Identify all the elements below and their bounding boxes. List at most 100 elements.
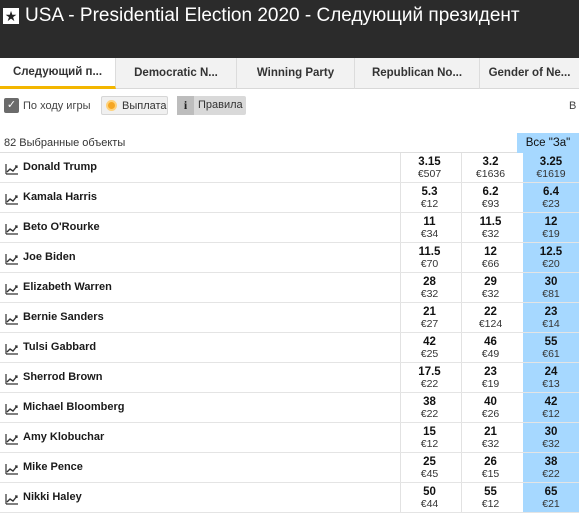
odds-value: 21: [484, 426, 497, 438]
back-price-cell[interactable]: 3.2 €1636: [461, 153, 519, 182]
chart-icon[interactable]: [5, 162, 19, 175]
chart-icon[interactable]: [5, 372, 19, 385]
edge-letter: В: [569, 100, 577, 112]
chart-icon[interactable]: [5, 252, 19, 265]
market-toolbar: ✓ По ходу игры Выплата i Правила В: [0, 96, 579, 118]
back-price-cell[interactable]: 50 €44: [400, 483, 458, 512]
back-price-best-cell[interactable]: 12 €19: [522, 213, 579, 242]
back-price-best-cell[interactable]: 65 €21: [522, 483, 579, 512]
runner-name[interactable]: Bernie Sanders: [23, 311, 104, 323]
odds-value: 28: [423, 276, 436, 288]
back-price-cell[interactable]: 42 €25: [400, 333, 458, 362]
back-price-cell[interactable]: 11.5 €70: [400, 243, 458, 272]
back-price-cell[interactable]: 46 €49: [461, 333, 519, 362]
odds-value: 40: [484, 396, 497, 408]
table-row: Joe Biden 11.5 €70 12 €66 12.5 €20: [0, 243, 579, 273]
back-price-best-cell[interactable]: 3.25 €1619: [522, 153, 579, 182]
back-price-cell[interactable]: 6.2 €93: [461, 183, 519, 212]
back-price-best-cell[interactable]: 23 €14: [522, 303, 579, 332]
chart-icon[interactable]: [5, 492, 19, 505]
tab-winning-party[interactable]: Winning Party: [237, 58, 355, 89]
tab-next-president[interactable]: Следующий п...: [0, 58, 116, 89]
inplay-label: По ходу игры: [23, 100, 91, 112]
tab-republican-nominee[interactable]: Republican No...: [355, 58, 480, 89]
chart-icon[interactable]: [5, 282, 19, 295]
rules-button[interactable]: i Правила: [177, 96, 246, 115]
payout-dot-icon: [106, 100, 117, 111]
runner-name[interactable]: Amy Klobuchar: [23, 431, 105, 443]
back-price-best-cell[interactable]: 30 €32: [522, 423, 579, 452]
back-price-cell[interactable]: 55 €12: [461, 483, 519, 512]
back-price-cell[interactable]: 12 €66: [461, 243, 519, 272]
available-amount: €19: [542, 228, 560, 240]
chart-icon[interactable]: [5, 342, 19, 355]
runner-name[interactable]: Sherrod Brown: [23, 371, 103, 383]
runner-name[interactable]: Michael Bloomberg: [23, 401, 125, 413]
runner-name[interactable]: Joe Biden: [23, 251, 76, 263]
available-amount: €12: [481, 498, 500, 510]
back-price-cell[interactable]: 11 €34: [400, 213, 458, 242]
available-amount: €34: [420, 228, 439, 240]
chart-icon[interactable]: [5, 402, 19, 415]
runner-name[interactable]: Tulsi Gabbard: [23, 341, 97, 353]
payout-button[interactable]: Выплата: [101, 96, 168, 115]
rules-label: Правила: [198, 99, 243, 111]
available-amount: €70: [420, 258, 439, 270]
back-price-cell[interactable]: 17.5 €22: [400, 363, 458, 392]
back-price-cell[interactable]: 21 €27: [400, 303, 458, 332]
available-amount: €15: [481, 468, 500, 480]
back-price-best-cell[interactable]: 12.5 €20: [522, 243, 579, 272]
back-price-cell[interactable]: 38 €22: [400, 393, 458, 422]
odds-value: 12: [544, 216, 558, 228]
back-price-best-cell[interactable]: 6.4 €23: [522, 183, 579, 212]
odds-value: 6.2: [482, 186, 499, 198]
back-price-cell[interactable]: 23 €19: [461, 363, 519, 392]
available-amount: €507: [417, 168, 442, 180]
back-price-best-cell[interactable]: 38 €22: [522, 453, 579, 482]
runner-name[interactable]: Kamala Harris: [23, 191, 97, 203]
runner-list: Donald Trump 3.15 €507 3.2 €1636 3.25 €1619 Kam…: [0, 153, 579, 513]
back-price-cell[interactable]: 40 €26: [461, 393, 519, 422]
table-row: Kamala Harris 5.3 €12 6.2 €93 6.4 €23: [0, 183, 579, 213]
chart-icon[interactable]: [5, 192, 19, 205]
back-price-cell[interactable]: 22 €124: [461, 303, 519, 332]
back-price-cell[interactable]: 29 €32: [461, 273, 519, 302]
selections-count: 82 Выбранные объекты: [4, 137, 126, 149]
back-price-cell[interactable]: 5.3 €12: [400, 183, 458, 212]
available-amount: €14: [542, 318, 560, 330]
back-price-best-cell[interactable]: 42 €12: [522, 393, 579, 422]
back-price-cell[interactable]: 11.5 €32: [461, 213, 519, 242]
odds-value: 55: [484, 486, 497, 498]
market-tabs: Следующий п... Democratic N... Winning P…: [0, 58, 579, 89]
inplay-checkbox[interactable]: ✓: [4, 98, 19, 113]
runner-name[interactable]: Beto O'Rourke: [23, 221, 100, 233]
chart-icon[interactable]: [5, 222, 19, 235]
back-price-best-cell[interactable]: 30 €81: [522, 273, 579, 302]
available-amount: €66: [481, 258, 500, 270]
runner-name[interactable]: Nikki Haley: [23, 491, 82, 503]
tab-gender-of-next[interactable]: Gender of Ne...: [488, 67, 571, 79]
chart-icon[interactable]: [5, 462, 19, 475]
odds-value: 17.5: [418, 366, 441, 378]
back-price-cell[interactable]: 3.15 €507: [400, 153, 458, 182]
available-amount: €32: [542, 438, 560, 450]
back-price-cell[interactable]: 25 €45: [400, 453, 458, 482]
odds-value: 11: [423, 216, 436, 228]
back-price-best-cell[interactable]: 24 €13: [522, 363, 579, 392]
runner-name[interactable]: Mike Pence: [23, 461, 83, 473]
tab-democratic-nominee[interactable]: Democratic N...: [116, 58, 237, 89]
all-back-button[interactable]: Все "За": [517, 133, 579, 153]
chart-icon[interactable]: [5, 432, 19, 445]
back-price-cell[interactable]: 26 €15: [461, 453, 519, 482]
back-price-cell[interactable]: 28 €32: [400, 273, 458, 302]
back-price-cell[interactable]: 15 €12: [400, 423, 458, 452]
back-price-cell[interactable]: 21 €32: [461, 423, 519, 452]
runner-name[interactable]: Elizabeth Warren: [23, 281, 112, 293]
available-amount: €26: [481, 408, 500, 420]
available-amount: €1636: [475, 168, 506, 180]
back-price-best-cell[interactable]: 55 €61: [522, 333, 579, 362]
favourite-star-icon[interactable]: ★: [3, 8, 19, 24]
available-amount: €93: [481, 198, 500, 210]
chart-icon[interactable]: [5, 312, 19, 325]
runner-name[interactable]: Donald Trump: [23, 161, 97, 173]
